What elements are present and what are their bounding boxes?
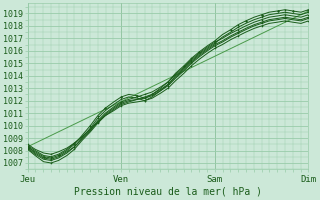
X-axis label: Pression niveau de la mer( hPa ): Pression niveau de la mer( hPa ) <box>74 187 262 197</box>
